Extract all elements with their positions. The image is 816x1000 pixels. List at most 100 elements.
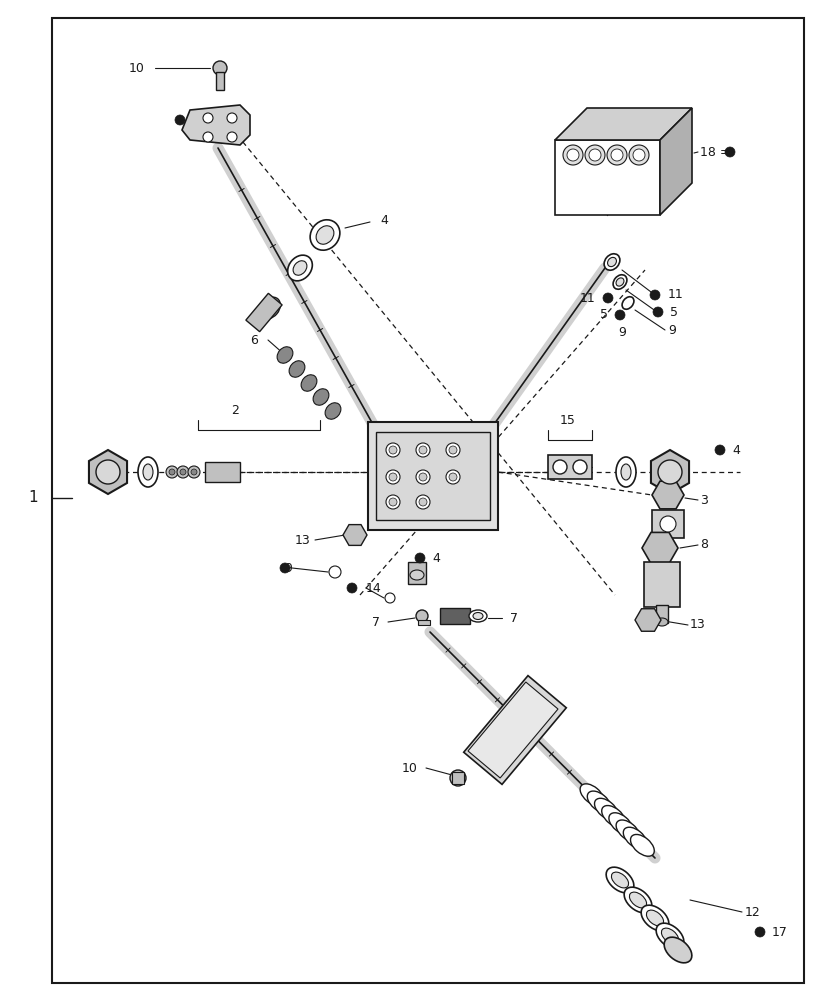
Circle shape	[203, 113, 213, 123]
Bar	[452, 772, 464, 784]
Circle shape	[567, 149, 579, 161]
Ellipse shape	[664, 937, 692, 963]
Circle shape	[755, 927, 765, 937]
Ellipse shape	[410, 570, 424, 580]
Text: 10: 10	[402, 762, 418, 774]
Circle shape	[650, 290, 660, 300]
Ellipse shape	[609, 813, 632, 835]
Circle shape	[446, 443, 460, 457]
Circle shape	[725, 147, 735, 157]
Circle shape	[633, 149, 645, 161]
Ellipse shape	[143, 464, 153, 480]
Text: 6: 6	[251, 334, 258, 347]
Text: 5: 5	[670, 306, 678, 318]
Ellipse shape	[623, 827, 647, 849]
Circle shape	[175, 115, 185, 125]
Ellipse shape	[289, 361, 305, 377]
Ellipse shape	[595, 798, 619, 820]
Bar	[440, 608, 470, 624]
Ellipse shape	[656, 618, 668, 626]
Text: 13: 13	[295, 534, 310, 546]
Ellipse shape	[313, 389, 329, 405]
Circle shape	[419, 446, 427, 454]
Circle shape	[386, 495, 400, 509]
Ellipse shape	[611, 872, 628, 888]
Circle shape	[177, 466, 189, 478]
Bar	[644, 562, 680, 607]
Bar	[376, 432, 490, 520]
Circle shape	[169, 469, 175, 475]
Ellipse shape	[608, 257, 616, 267]
Text: 2: 2	[231, 403, 239, 416]
Text: 4: 4	[432, 552, 440, 564]
Bar	[548, 455, 592, 479]
Polygon shape	[660, 108, 692, 215]
Circle shape	[658, 460, 682, 484]
Circle shape	[180, 469, 186, 475]
Ellipse shape	[301, 375, 317, 391]
Polygon shape	[651, 450, 689, 494]
Circle shape	[589, 149, 601, 161]
Text: 4: 4	[732, 444, 740, 456]
Text: 14: 14	[366, 582, 382, 594]
Ellipse shape	[616, 820, 640, 842]
Ellipse shape	[624, 887, 652, 913]
Circle shape	[416, 443, 430, 457]
Circle shape	[585, 145, 605, 165]
Ellipse shape	[606, 867, 634, 893]
Polygon shape	[635, 609, 661, 631]
Circle shape	[715, 445, 725, 455]
Text: 8: 8	[700, 538, 708, 552]
Circle shape	[573, 460, 587, 474]
Text: 5: 5	[600, 308, 608, 322]
Bar	[652, 510, 684, 538]
Circle shape	[449, 473, 457, 481]
Polygon shape	[468, 682, 558, 778]
Text: 11: 11	[579, 292, 595, 304]
Circle shape	[386, 443, 400, 457]
Text: 1: 1	[29, 490, 38, 506]
Ellipse shape	[662, 928, 679, 944]
Ellipse shape	[601, 806, 626, 827]
Ellipse shape	[580, 784, 604, 806]
Ellipse shape	[288, 255, 313, 281]
Circle shape	[449, 446, 457, 454]
Text: 9: 9	[668, 324, 676, 336]
Circle shape	[660, 516, 676, 532]
Bar	[418, 620, 430, 625]
Ellipse shape	[646, 910, 663, 926]
Text: 17: 17	[772, 926, 788, 938]
Ellipse shape	[316, 226, 334, 244]
Polygon shape	[642, 532, 678, 564]
Ellipse shape	[631, 834, 654, 856]
Polygon shape	[246, 293, 282, 332]
Circle shape	[416, 470, 430, 484]
Ellipse shape	[616, 278, 624, 286]
Ellipse shape	[621, 464, 631, 480]
Circle shape	[389, 446, 397, 454]
Ellipse shape	[656, 923, 684, 949]
Circle shape	[227, 113, 237, 123]
Bar	[216, 72, 224, 90]
Text: 13: 13	[690, 618, 706, 632]
Ellipse shape	[629, 892, 646, 908]
Text: 7: 7	[372, 615, 380, 629]
Polygon shape	[182, 105, 250, 145]
Text: 9: 9	[618, 326, 626, 338]
Circle shape	[563, 145, 583, 165]
Circle shape	[347, 583, 357, 593]
Ellipse shape	[588, 791, 611, 813]
Text: 3: 3	[700, 493, 707, 506]
Text: 7: 7	[510, 611, 518, 624]
Circle shape	[96, 460, 120, 484]
Circle shape	[629, 145, 649, 165]
Text: KIT: KIT	[570, 190, 592, 204]
Bar	[408, 562, 426, 584]
Polygon shape	[89, 450, 127, 494]
Text: 9: 9	[284, 562, 292, 574]
Text: 12: 12	[745, 906, 761, 918]
Circle shape	[329, 566, 341, 578]
Bar	[656, 605, 668, 623]
Text: 15: 15	[560, 414, 576, 426]
Ellipse shape	[613, 275, 627, 289]
